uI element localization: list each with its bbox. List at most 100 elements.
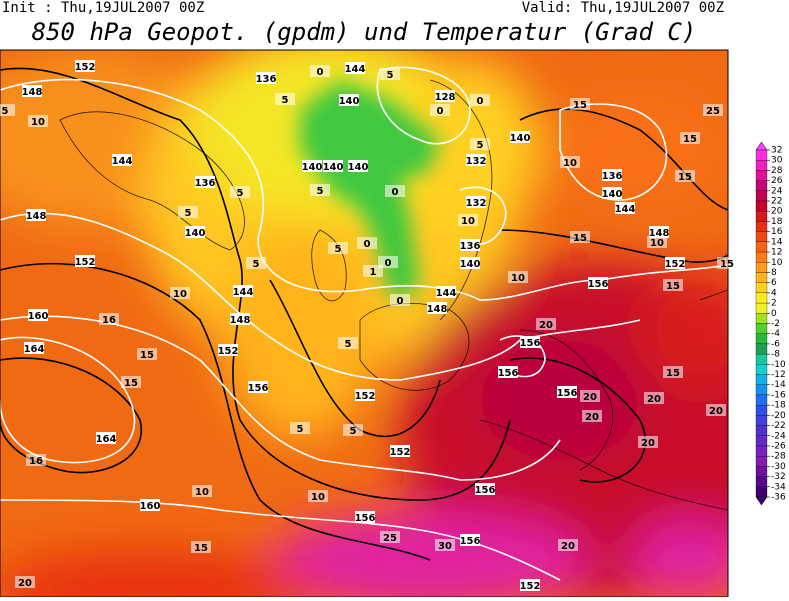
- temperature-label-bg: [328, 242, 348, 254]
- geopotential-label-bg: [355, 389, 375, 401]
- temperature-label-bg: [121, 376, 141, 388]
- temperature-label: 5: [317, 186, 324, 197]
- geopotential-label-bg: [28, 309, 48, 321]
- temperature-label: 5: [297, 424, 304, 435]
- colorbar-label: 12: [771, 248, 782, 258]
- temperature-label-bg: [470, 138, 490, 150]
- geopotential-label: 140: [339, 96, 360, 107]
- colorbar-swatch: [755, 476, 768, 487]
- colorbar-label: -8: [771, 350, 780, 360]
- geopotential-label: 140: [602, 189, 623, 200]
- temperature-label: 15: [720, 259, 734, 270]
- colorbar: 32302826242220181614121086420-2-4-6-8-10…: [755, 141, 786, 506]
- geopotential-label: 144: [233, 287, 254, 298]
- geopotential-label-bg: [218, 344, 238, 356]
- temperature-label: 5: [387, 70, 394, 81]
- temperature-label-bg: [310, 65, 330, 77]
- geopotential-label: 140: [348, 162, 369, 173]
- colorbar-swatch: [755, 425, 768, 436]
- temperature-label: 15: [573, 100, 587, 111]
- temperature-label-bg: [580, 390, 600, 402]
- geopotential-label: 152: [665, 259, 686, 270]
- temperature-label-bg: [706, 404, 726, 416]
- temperature-label-bg: [246, 257, 266, 269]
- temperature-label-bg: [430, 104, 450, 116]
- temperature-label: 25: [383, 533, 397, 544]
- colorbar-label: 24: [771, 186, 783, 196]
- colorbar-label: -14: [771, 380, 786, 390]
- colorbar-label: -26: [771, 441, 786, 451]
- colorbar-swatch: [755, 384, 768, 396]
- geopotential-label-bg: [466, 154, 486, 166]
- colorbar-swatch: [755, 374, 768, 385]
- temperature-label-bg: [343, 424, 363, 436]
- geopotential-label-bg: [22, 85, 42, 97]
- geopotential-label: 136: [195, 178, 216, 189]
- colorbar-label: -30: [771, 462, 786, 472]
- colorbar-label: -12: [771, 370, 786, 380]
- geopotential-label: 128: [435, 92, 456, 103]
- temperature-label: 0: [477, 96, 484, 107]
- temperature-label-bg: [192, 485, 212, 497]
- geopotential-label-bg: [112, 154, 132, 166]
- colorbar-label: 10: [771, 258, 783, 268]
- geopotential-label-bg: [460, 534, 480, 546]
- colorbar-swatch: [755, 415, 768, 426]
- colorbar-arrow-bottom: [755, 496, 768, 506]
- colorbar-label: 2: [771, 299, 777, 309]
- temperature-label-bg: [0, 104, 15, 116]
- temperature-label: 1: [370, 267, 377, 278]
- colorbar-swatch: [755, 262, 768, 273]
- colorbar-swatch: [755, 364, 768, 375]
- colorbar-swatch: [755, 272, 768, 283]
- colorbar-swatch: [755, 149, 768, 161]
- geopotential-label: 152: [75, 62, 96, 73]
- colorbar-swatch: [755, 353, 768, 365]
- cold-pool: [300, 80, 440, 300]
- colorbar-swatch: [755, 200, 768, 212]
- geopotential-label: 140: [323, 162, 344, 173]
- geopotential-label: 164: [96, 434, 117, 445]
- temperature-label: 0: [397, 296, 404, 307]
- temperature-label-bg: [663, 366, 683, 378]
- colorbar-label: -32: [771, 472, 786, 482]
- geopotential-label: 132: [466, 198, 487, 209]
- geopotential-label: 156: [475, 485, 496, 496]
- geopotential-label-bg: [427, 302, 447, 314]
- geopotential-label-bg: [75, 60, 95, 72]
- temperature-label-bg: [703, 104, 723, 116]
- geopotential-label-bg: [26, 209, 46, 221]
- colorbar-label: 32: [771, 146, 782, 156]
- geopotential-label-bg: [460, 257, 480, 269]
- colorbar-swatch: [755, 211, 768, 222]
- colorbar-swatch: [755, 394, 768, 406]
- temperature-label-bg: [275, 93, 295, 105]
- colorbar-swatch: [755, 333, 768, 345]
- geopotential-label: 140: [510, 133, 531, 144]
- geopotential-label-bg: [323, 160, 343, 172]
- colorbar-label: 4: [771, 288, 777, 298]
- temperature-label-bg: [644, 392, 664, 404]
- colorbar-label: -28: [771, 452, 786, 462]
- temperature-label-bg: [178, 206, 198, 218]
- temperature-label: 20: [641, 438, 655, 449]
- geopotential-label-bg: [24, 342, 44, 354]
- temperature-label-bg: [570, 231, 590, 243]
- colorbar-swatch: [755, 251, 768, 263]
- colorbar-swatch: [755, 221, 768, 232]
- geopotential-label: 148: [22, 87, 43, 98]
- temperature-label-bg: [357, 237, 377, 249]
- temperature-label: 15: [683, 134, 697, 145]
- colorbar-label: 22: [771, 197, 782, 207]
- temperature-label: 10: [311, 492, 325, 503]
- colorbar-swatch: [755, 241, 768, 253]
- geopotential-label: 140: [302, 162, 323, 173]
- geopotential-label: 156: [498, 368, 519, 379]
- geopotential-label-bg: [557, 386, 577, 398]
- geopotential-label: 144: [345, 64, 366, 75]
- temperature-label-bg: [647, 236, 667, 248]
- temperature-label: 20: [709, 406, 723, 417]
- geopotential-label-bg: [345, 62, 365, 74]
